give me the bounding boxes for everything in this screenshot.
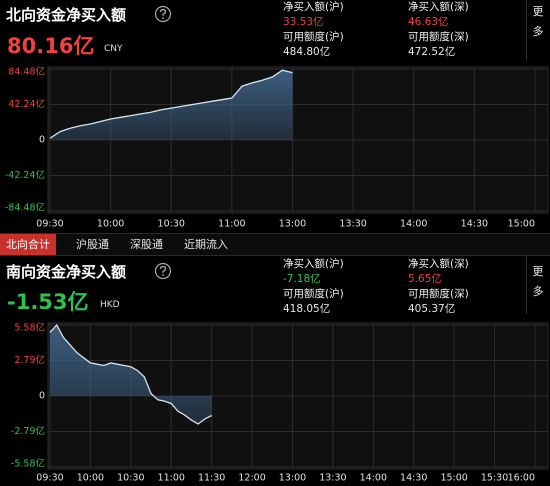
y-tick-label: 84.48亿 bbox=[8, 66, 45, 78]
line bbox=[49, 69, 293, 139]
south-currency: HKD bbox=[100, 300, 120, 310]
x-tick-label: 10:30 bbox=[117, 473, 144, 484]
stat-value: -7.18亿 bbox=[283, 273, 321, 285]
stat-value: 405.37亿 bbox=[408, 303, 456, 315]
x-tick-label: 16:00 bbox=[508, 473, 535, 484]
x-tick-label: 10:00 bbox=[77, 473, 104, 484]
x-tick-label: 13:30 bbox=[319, 473, 346, 484]
stat-value: 33.53亿 bbox=[283, 16, 324, 28]
x-tick-label: 14:30 bbox=[461, 219, 488, 230]
y-tick-label: 42.24亿 bbox=[8, 98, 45, 110]
x-tick-label: 13:30 bbox=[339, 219, 366, 230]
x-tick-label: 14:00 bbox=[360, 473, 387, 484]
tab[interactable]: 深股通 bbox=[130, 238, 163, 251]
x-tick-label: 12:00 bbox=[238, 473, 265, 484]
x-tick-label: 13:00 bbox=[279, 219, 306, 230]
x-tick-label: 11:00 bbox=[158, 473, 185, 484]
stat-label: 可用额度(沪) bbox=[283, 31, 344, 43]
y-tick-label: -5.58亿 bbox=[11, 458, 45, 470]
stat-label: 可用额度(深) bbox=[408, 31, 469, 43]
more-button[interactable]: 更多 bbox=[532, 5, 544, 38]
tab[interactable]: 近期流入 bbox=[184, 238, 228, 251]
y-tick-label: 5.58亿 bbox=[14, 322, 45, 334]
y-tick-label: -2.79亿 bbox=[11, 425, 45, 437]
north-title: 北向资金净买入额 bbox=[6, 6, 127, 24]
stat-label: 净买入额(深) bbox=[408, 1, 469, 13]
north-currency: CNY bbox=[104, 44, 123, 54]
tab-bar: 北向合计 沪股通 深股通 近期流入 bbox=[0, 233, 550, 256]
south-value: -1.53亿 bbox=[7, 290, 89, 314]
x-tick-label: 14:00 bbox=[400, 219, 427, 230]
area bbox=[50, 70, 293, 140]
y-tick-label: 2.79亿 bbox=[14, 354, 45, 366]
south-title: 南向资金净买入额 bbox=[6, 263, 127, 281]
y-tick-label: 0 bbox=[39, 135, 45, 146]
x-tick-label: 11:00 bbox=[218, 219, 245, 230]
help-icon[interactable] bbox=[154, 5, 172, 23]
x-tick-label: 09:30 bbox=[36, 473, 63, 484]
x-tick-label: 10:30 bbox=[158, 219, 185, 230]
stat-label: 净买入额(沪) bbox=[283, 258, 344, 270]
stat-value: 46.63亿 bbox=[408, 16, 449, 28]
stat-label: 净买入额(沪) bbox=[283, 1, 344, 13]
x-tick-label: 15:30 bbox=[481, 473, 508, 484]
x-tick-label: 15:00 bbox=[508, 219, 535, 230]
stat-value: 418.05亿 bbox=[283, 303, 331, 315]
x-tick-label: 09:30 bbox=[36, 219, 63, 230]
y-tick-label: -42.24亿 bbox=[5, 169, 45, 181]
x-tick-label: 14:30 bbox=[400, 473, 427, 484]
x-tick-label: 10:00 bbox=[97, 219, 124, 230]
tab[interactable]: 北向合计 bbox=[0, 234, 56, 255]
line bbox=[49, 323, 212, 425]
help-icon[interactable] bbox=[154, 262, 172, 280]
north-chart: 09:30 10:00 10:30 11:00 13:00 13:30 14:00 14:30… bbox=[5, 66, 549, 230]
stat-value: 484.80亿 bbox=[283, 46, 331, 58]
stat-label: 可用额度(深) bbox=[408, 288, 469, 300]
separator bbox=[526, 256, 527, 314]
x-tick-label: 11:30 bbox=[198, 473, 225, 484]
south-chart: 09:30 10:00 10:30 11:00 11:30 12:00 13:00 13:30… bbox=[11, 322, 549, 484]
x-tick-label: 15:00 bbox=[440, 473, 467, 484]
north-value: 80.16亿 bbox=[7, 34, 95, 58]
x-tick-label: 13:00 bbox=[279, 473, 306, 484]
y-tick-label: 0 bbox=[39, 391, 45, 402]
tab[interactable]: 沪股通 bbox=[76, 238, 109, 251]
stat-value: 472.52亿 bbox=[408, 46, 456, 58]
more-button[interactable]: 更多 bbox=[532, 265, 544, 298]
area bbox=[50, 325, 212, 424]
stat-label: 净买入额(深) bbox=[408, 258, 469, 270]
y-tick-label: -84.48亿 bbox=[5, 202, 45, 214]
stat-value: 5.65亿 bbox=[408, 273, 442, 285]
separator bbox=[526, 0, 527, 60]
stat-label: 可用额度(沪) bbox=[283, 288, 344, 300]
